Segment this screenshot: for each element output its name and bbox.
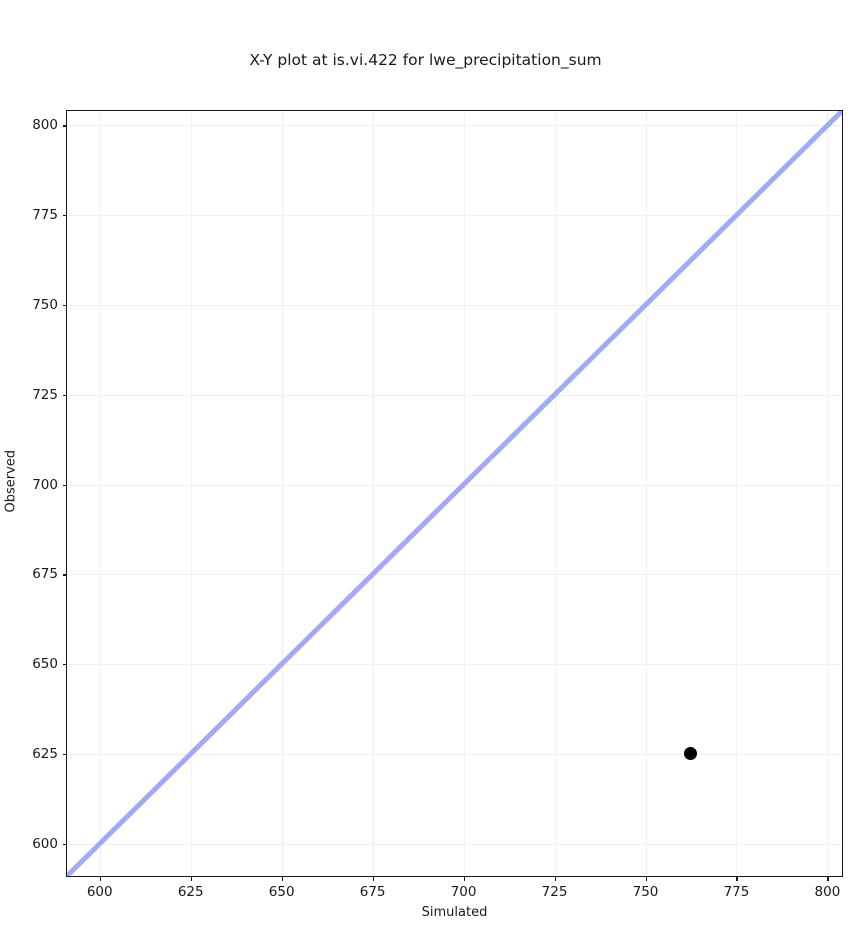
- gridline-vertical: [190, 111, 192, 876]
- x-tick-label: 700: [450, 884, 477, 900]
- y-tick-label: 750: [32, 296, 58, 313]
- x-tick-mark: [372, 876, 374, 881]
- y-tick-mark: [62, 753, 67, 756]
- gridline-horizontal: [67, 394, 842, 396]
- x-tick-mark: [736, 876, 738, 881]
- gridline-horizontal: [67, 215, 842, 217]
- x-axis-label: Simulated: [421, 905, 488, 920]
- gridline-horizontal: [67, 304, 842, 306]
- gridline-vertical: [99, 111, 101, 876]
- plot-surface: [67, 111, 842, 876]
- y-tick-mark: [62, 843, 67, 845]
- y-tick-label: 625: [32, 745, 58, 762]
- y-tick-label: 600: [32, 835, 58, 852]
- gridline-horizontal: [67, 125, 842, 127]
- reference-line: [67, 111, 842, 876]
- y-tick-label: 650: [32, 656, 58, 673]
- reference-line-layer: [67, 111, 842, 876]
- y-tick-label: 675: [32, 566, 58, 583]
- x-tick-label: 625: [177, 884, 204, 900]
- plot-axes: 600 625 650 675 700 725 750 775 800 600 625 650 675 7…: [32, 110, 843, 900]
- y-tick-mark: [62, 574, 67, 576]
- x-tick-label: 750: [632, 884, 659, 900]
- y-tick-label: 700: [32, 476, 58, 493]
- y-tick-label: 725: [32, 386, 58, 403]
- gridline-vertical: [645, 111, 647, 876]
- x-tick-label: 600: [86, 884, 113, 900]
- data-point: [684, 747, 698, 761]
- x-tick-label: 775: [723, 884, 750, 900]
- y-tick-mark: [62, 484, 67, 486]
- x-tick-mark: [463, 876, 465, 881]
- x-tick-label: 650: [268, 884, 295, 900]
- y-axis-label: Observed: [3, 449, 19, 512]
- gridline-vertical: [372, 111, 374, 876]
- y-tick-mark: [62, 394, 67, 396]
- x-tick-mark: [190, 876, 192, 881]
- gridline-vertical: [736, 111, 738, 876]
- x-tick-mark: [281, 876, 283, 881]
- x-tick-mark: [645, 876, 647, 881]
- y-tick-mark: [62, 304, 67, 307]
- y-tick-label: 800: [32, 117, 58, 134]
- gridline-horizontal: [67, 753, 842, 755]
- chart-title-line-1: X-Y plot at is.vi.422 for lwe_precipitat…: [249, 51, 602, 69]
- gridline-vertical: [281, 111, 283, 876]
- x-tick-label: 725: [541, 884, 568, 900]
- y-tick-mark: [62, 215, 67, 217]
- y-tick-mark: [62, 664, 67, 666]
- gridline-horizontal: [67, 664, 842, 666]
- gridline-vertical: [827, 111, 829, 876]
- gridline-horizontal: [67, 843, 842, 845]
- x-tick-label: 800: [814, 884, 841, 900]
- gridline-horizontal: [67, 574, 842, 576]
- x-tick-mark: [554, 876, 556, 881]
- gridline-horizontal: [67, 484, 842, 486]
- gridline-vertical: [463, 111, 465, 876]
- x-tick-label: 675: [359, 884, 386, 900]
- x-tick-mark: [827, 876, 829, 881]
- x-tick-mark: [99, 876, 101, 881]
- gridline-vertical: [554, 111, 556, 876]
- y-tick-label: 775: [32, 207, 58, 224]
- y-tick-mark: [62, 125, 67, 127]
